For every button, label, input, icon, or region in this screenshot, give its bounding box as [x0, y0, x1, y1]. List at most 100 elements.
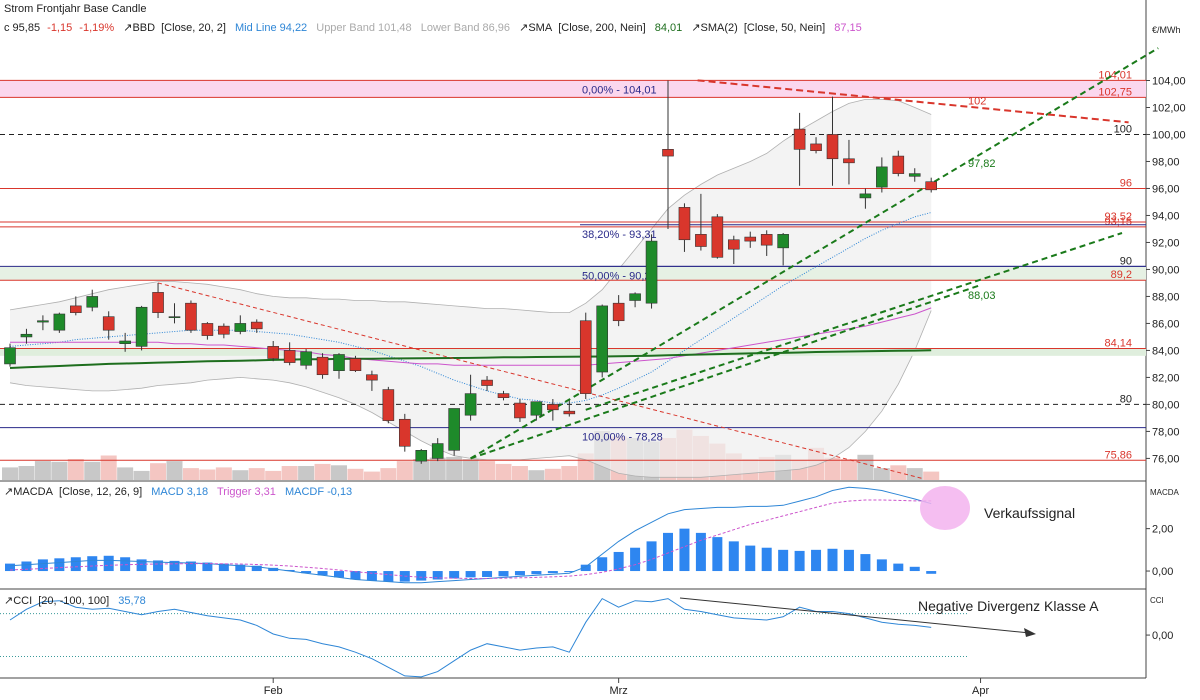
macd-trigger: Trigger 3,31	[216, 486, 276, 498]
macd-histogram-bar	[564, 571, 575, 573]
trend-line-label: 102	[968, 95, 986, 107]
macd-histogram-bar	[778, 549, 789, 572]
macd-histogram-bar	[334, 571, 344, 578]
macd-histogram-bar	[728, 541, 739, 572]
cci-value: 35,78	[118, 595, 146, 607]
candle-body	[612, 302, 625, 322]
volume-bar	[429, 457, 446, 480]
volume-bar	[100, 455, 117, 480]
macd-histogram-bar	[70, 557, 81, 572]
candle-body	[349, 358, 362, 371]
candle-body	[250, 321, 263, 330]
bbd-lower: Lower Band 86,96	[420, 22, 511, 34]
divergence-arrow-line	[679, 597, 1031, 634]
volume-bar	[166, 461, 183, 480]
volume-bar	[528, 470, 545, 480]
candle-body	[234, 323, 247, 332]
bbd-name: BBD	[132, 22, 156, 34]
sma200-line	[9, 349, 932, 369]
volume-bar	[2, 467, 18, 480]
macd-legend-row: ↗MACDA [Close, 12, 26, 9] MACD 3,18 Trig…	[4, 485, 358, 498]
volume-bar	[215, 467, 232, 480]
candle-body	[283, 350, 296, 363]
volume-bar	[495, 463, 512, 480]
price-axis-label: 96,00	[1152, 183, 1180, 195]
uptrend-line-mid	[585, 232, 1123, 411]
unit-label: €/MWh	[1152, 25, 1181, 35]
bbd-mid: Mid Line 94,22	[235, 22, 308, 34]
fibonacci-label: 0,00% - 104,01	[582, 84, 657, 96]
macd-histogram-bar	[876, 559, 887, 572]
level-label: 75,86	[1104, 449, 1132, 461]
macd-histogram-bar	[218, 563, 229, 572]
macd-histogram-bar	[366, 571, 377, 581]
divergence-label: Negative Divergenz Klasse A	[918, 598, 1099, 614]
volume-bar	[298, 466, 315, 480]
cci-legend-row: ↗CCI [20, -100, 100] 35,78	[4, 594, 152, 607]
macd-name: MACDA	[13, 486, 53, 498]
candle-body	[398, 418, 411, 447]
support-zone-90	[0, 266, 1146, 281]
candle-body	[218, 325, 230, 335]
volume-bar	[561, 466, 578, 480]
volume-bar	[248, 468, 265, 480]
candle-body	[892, 155, 905, 174]
candle-body	[382, 389, 395, 421]
candle-body	[843, 158, 855, 164]
level-label: 89,2	[1111, 269, 1132, 281]
volume-bar	[34, 461, 51, 480]
candle-body	[678, 207, 691, 241]
macd-histogram-bar	[350, 571, 361, 580]
macd-histogram-bar	[926, 571, 937, 574]
cci-axis-label: 0,00	[1152, 630, 1173, 642]
price-axis-label: 100,00	[1152, 129, 1186, 141]
candle-body	[185, 302, 197, 331]
level-label: 90	[1120, 255, 1132, 267]
candle-body	[37, 320, 49, 323]
volume-bar	[363, 471, 380, 480]
time-axis-label: Apr	[972, 685, 989, 697]
macd-histogram-bar	[416, 571, 427, 581]
macd-trigger-line	[9, 499, 932, 579]
level-label: 96	[1120, 177, 1132, 189]
time-axis-label: Feb	[264, 685, 283, 697]
bbd-upper: Upper Band 101,48	[316, 22, 412, 34]
cci-name: CCI	[13, 595, 33, 607]
volume-bar	[413, 459, 430, 480]
level-label: 93,52	[1104, 211, 1132, 223]
candle-body	[415, 450, 428, 462]
macd-histogram-bar	[860, 554, 871, 572]
bbd-icon: ↗	[123, 22, 133, 34]
volume-bar	[380, 468, 397, 480]
sell-signal-marker	[920, 486, 970, 530]
candle-body	[448, 408, 460, 451]
candle-body	[86, 296, 99, 308]
candle-body	[645, 240, 658, 304]
price-axis-label: 78,00	[1152, 426, 1180, 438]
volume-bar	[906, 468, 923, 480]
sell-signal-label: Verkaufssignal	[984, 505, 1075, 521]
macd-histogram-bar	[153, 560, 164, 572]
volume-bar	[199, 469, 216, 480]
volume-bar	[133, 470, 150, 480]
candle-body	[727, 239, 740, 250]
trend-line-label: 97,82	[968, 158, 996, 170]
candle-body	[514, 402, 526, 419]
candle-body	[316, 356, 329, 376]
sma50-value: 87,15	[834, 22, 862, 34]
cci-axis-title: CCI	[1150, 596, 1164, 605]
candle-body	[366, 374, 378, 381]
macd-histogram-bar	[169, 560, 180, 572]
volume-bar	[232, 470, 249, 480]
resistance-zone	[0, 80, 1146, 98]
price-axis-label: 84,00	[1152, 345, 1180, 357]
fibonacci-label: 50,00% - 90,23	[582, 270, 657, 282]
macd-histogram-bar	[251, 565, 262, 572]
volume-bar	[117, 467, 134, 480]
volume-bar	[511, 466, 528, 480]
macd-histogram-bar	[37, 559, 48, 572]
candle-body	[579, 320, 592, 394]
macd-axis-title: MACDA	[1150, 488, 1180, 497]
macd-histogram-bar	[136, 559, 147, 572]
macd-histogram-bar	[21, 561, 32, 572]
